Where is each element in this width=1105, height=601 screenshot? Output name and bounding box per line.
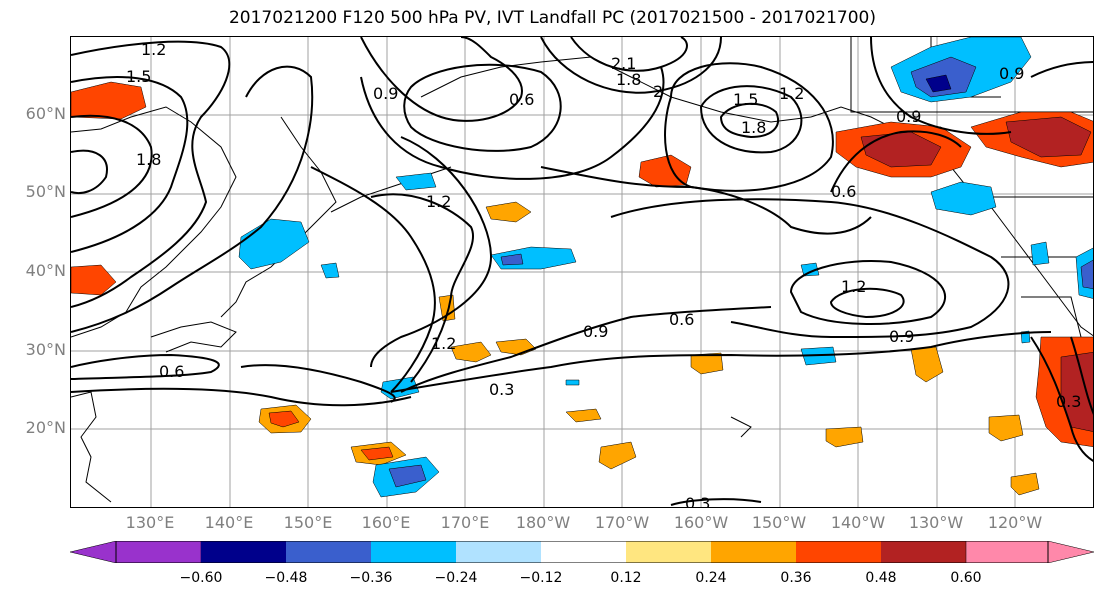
colorbar-tick-label: 0.12 [610, 570, 642, 586]
lon-label-130e: 130°E [125, 513, 175, 532]
contour-label: 0.3 [489, 380, 514, 399]
colorbar-bin [711, 541, 796, 563]
colorbar-tick-label: −0.24 [434, 570, 478, 586]
colorbar-bin [371, 541, 456, 563]
shading-positive [71, 81, 1093, 496]
colorbar-bin [286, 541, 371, 563]
contour-label: 0.9 [999, 64, 1024, 83]
pv-contours [71, 37, 1093, 506]
lat-label-30n: 30°N [25, 340, 66, 359]
contour-label: 1.5 [126, 67, 151, 86]
gridlines [71, 37, 1093, 507]
colorbar-tick-label: −0.36 [349, 570, 393, 586]
contour-label: 2 [653, 82, 663, 101]
contour-label: 0.6 [159, 362, 184, 381]
colorbar-extend-high [965, 540, 1095, 564]
lon-label-140w: 140°W [830, 513, 886, 532]
lon-label-150w: 150°W [751, 513, 807, 532]
lon-label-120w: 120°W [987, 513, 1043, 532]
colorbar-bin [541, 541, 626, 563]
colorbar-tick-label: 0.36 [780, 570, 812, 586]
contour-label: 1.5 [733, 90, 758, 109]
lon-label-130w: 130°W [908, 513, 964, 532]
colorbar-tick-label: −0.48 [264, 570, 308, 586]
lon-label-170w: 170°W [594, 513, 650, 532]
colorbar-tick-label: −0.12 [519, 570, 563, 586]
colorbar-extend-low [69, 540, 202, 564]
colorbar-bin [881, 541, 966, 563]
contour-label: 1.2 [779, 84, 804, 103]
colorbar-bin [796, 541, 881, 563]
contour-label: 1.2 [431, 334, 456, 353]
contour-label: 0.9 [889, 327, 914, 346]
contour-label: 0.6 [669, 310, 694, 329]
contour-label: 0.6 [509, 90, 534, 109]
colorbar-svg [69, 540, 1095, 564]
map-canvas: 1.2 1.5 1.8 0.9 0.6 2.1 1.8 2 1.5 1.2 1.… [71, 37, 1093, 508]
contour-label: 1.2 [426, 192, 451, 211]
contour-labels: 1.2 1.5 1.8 0.9 0.6 2.1 1.8 2 1.5 1.2 1.… [126, 40, 1081, 508]
contour-label: 1.8 [136, 150, 161, 169]
contour-label: 0.9 [583, 322, 608, 341]
contour-label: 0.9 [896, 107, 921, 126]
lon-label-160w: 160°W [673, 513, 729, 532]
contour-label: 1.2 [841, 277, 866, 296]
lon-label-150e: 150°E [283, 513, 333, 532]
colorbar-bin [626, 541, 711, 563]
contour-label: 1.2 [141, 40, 166, 59]
colorbar-tick-label: 0.48 [865, 570, 897, 586]
colorbar-tick-label: −0.60 [179, 570, 223, 586]
map-title: 2017021200 F120 500 hPa PV, IVT Landfall… [228, 8, 876, 28]
colorbar [69, 540, 1095, 564]
contour-label: 0.3 [685, 494, 710, 508]
lat-label-60n: 60°N [25, 104, 66, 123]
contour-label: 0.6 [831, 182, 856, 201]
colorbar-tick-label: 0.24 [695, 570, 727, 586]
colorbar-bin [456, 541, 541, 563]
contour-label: 2.1 [611, 54, 636, 73]
contour-label: 1.8 [616, 70, 641, 89]
contour-label: 0.9 [373, 84, 398, 103]
lat-label-20n: 20°N [25, 418, 66, 437]
coastlines [71, 37, 1093, 503]
map-panel: 1.2 1.5 1.8 0.9 0.6 2.1 1.8 2 1.5 1.2 1.… [70, 36, 1094, 508]
lat-label-50n: 50°N [25, 182, 66, 201]
lon-label-140e: 140°E [204, 513, 254, 532]
colorbar-tick-label: 0.60 [950, 570, 982, 586]
lon-label-180w: 180°W [515, 513, 571, 532]
lon-label-160e: 160°E [361, 513, 411, 532]
lat-label-40n: 40°N [25, 261, 66, 280]
shading-negative [238, 37, 1093, 498]
contour-label: 0.3 [1056, 392, 1081, 411]
colorbar-bin [201, 541, 286, 563]
lon-label-170e: 170°E [440, 513, 490, 532]
contour-label: 1.8 [741, 118, 766, 137]
